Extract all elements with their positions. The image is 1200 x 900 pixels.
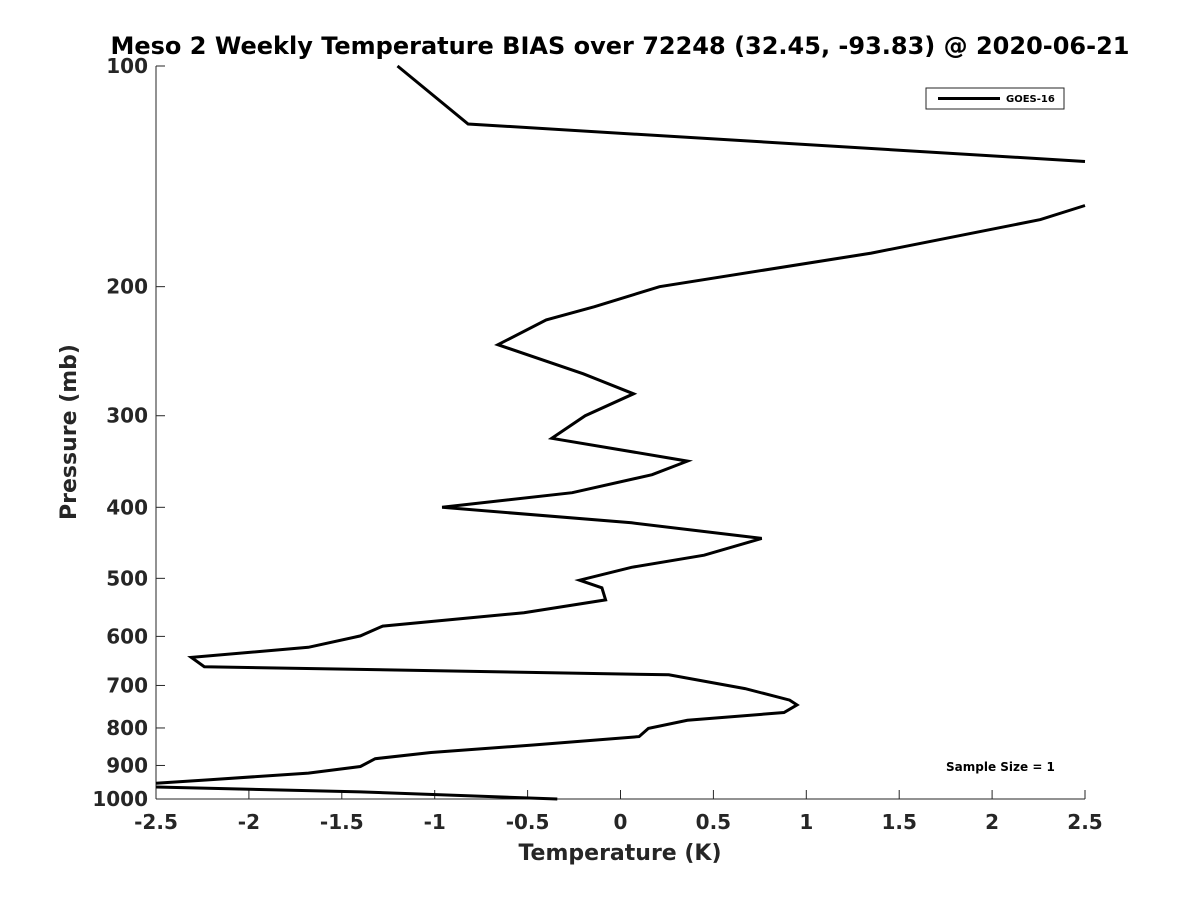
- x-tick-label: 2: [985, 810, 999, 834]
- x-tick-label: -1: [424, 810, 446, 834]
- x-tick-label: -2.5: [134, 810, 178, 834]
- x-tick-label: 0: [614, 810, 628, 834]
- y-tick-label: 600: [106, 624, 148, 648]
- x-tick-label: 0.5: [696, 810, 731, 834]
- x-tick-label: -1.5: [320, 810, 364, 834]
- y-tick-label: 200: [106, 275, 148, 299]
- sample-size-annotation: Sample Size = 1: [946, 760, 1055, 774]
- series-line-goes-16: [396, 64, 1086, 163]
- y-tick-label: 400: [106, 495, 148, 519]
- legend: GOES-16: [925, 87, 1065, 110]
- axes: -2.5 -2 -1.5 -1 -0.5 0 0.5 1 1.5 2 2.5 100 200 300 400…: [92, 54, 1102, 834]
- x-axis-label: Temperature (K): [518, 841, 721, 866]
- y-tick-label: 300: [106, 404, 148, 428]
- y-tick-label: 500: [106, 566, 148, 590]
- x-tick-label: -2: [238, 810, 260, 834]
- legend-entry-goes-16: GOES-16: [1006, 94, 1055, 105]
- x-tick-label: 1.5: [881, 810, 916, 834]
- plot-area: [155, 64, 1086, 801]
- y-tick-label: 100: [106, 54, 148, 78]
- x-tick-label: 2.5: [1067, 810, 1102, 834]
- y-axis-label: Pressure (mb): [57, 344, 82, 520]
- y-tick-label: 700: [106, 673, 148, 697]
- x-tick-label: 1: [799, 810, 813, 834]
- y-tick-label: 800: [106, 716, 148, 740]
- chart-title: Meso 2 Weekly Temperature BIAS over 7224…: [110, 32, 1129, 60]
- series-line-goes-16: [155, 204, 1086, 785]
- y-tick-label: 900: [106, 753, 148, 777]
- series-line-goes-16: [155, 785, 558, 801]
- x-tick-label: -0.5: [506, 810, 550, 834]
- y-tick-label: 1000: [92, 787, 148, 811]
